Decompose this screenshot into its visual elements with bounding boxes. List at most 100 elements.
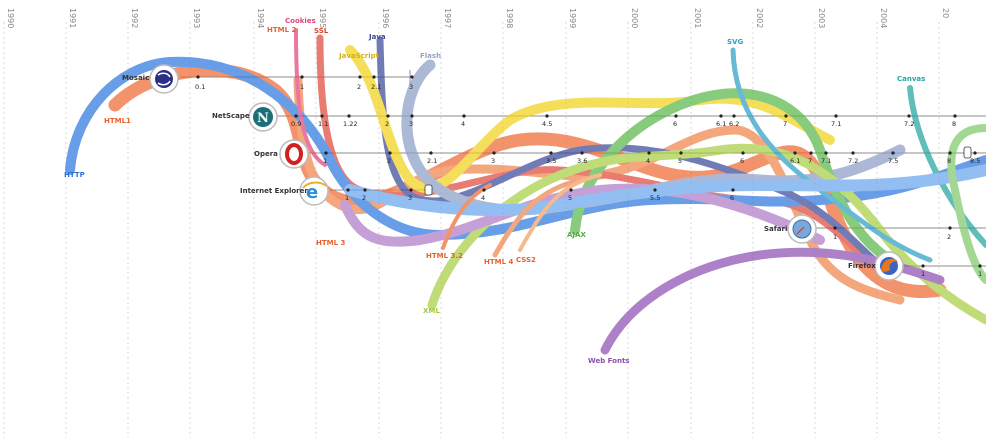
tech-label-webfonts: Web Fonts: [588, 357, 629, 365]
safari-node[interactable]: Safari: [764, 214, 817, 244]
version-dot: [824, 151, 828, 155]
version-label: 6: [673, 120, 677, 128]
version-label: 7.2: [904, 120, 914, 128]
version-dot: [973, 151, 977, 155]
year-label: 1996: [381, 8, 390, 28]
tech-label-cookies: Cookies: [285, 17, 316, 25]
browser-label: Safari: [764, 225, 787, 233]
version-label: 7.1: [821, 157, 831, 165]
version-dot: [809, 151, 813, 155]
version-dot: [386, 114, 390, 118]
firefox-node[interactable]: Firefox: [848, 251, 904, 281]
version-dot: [793, 151, 797, 155]
opera-logo-icon: [285, 143, 303, 165]
version-label: 6.2: [729, 120, 739, 128]
mosaic-logo-icon: [155, 70, 173, 88]
tech-label-ajax: AJAX: [567, 231, 586, 239]
version-label: 3.5: [546, 157, 556, 165]
cookies-ribbon: [294, 28, 327, 167]
version-dot: [429, 151, 433, 155]
version-label: 1: [345, 194, 349, 202]
flash-badge-icon: [424, 184, 433, 196]
version-dot: [851, 151, 855, 155]
canvas-ribbon: [907, 85, 986, 248]
version-dot: [948, 151, 952, 155]
version-dot: [891, 151, 895, 155]
version-dot: [580, 151, 584, 155]
version-dot: [388, 151, 392, 155]
mosaic-node[interactable]: Mosaic: [122, 64, 179, 94]
version-dot: [482, 188, 486, 192]
version-label: 4: [481, 194, 485, 202]
year-label: 2002: [755, 8, 764, 28]
version-label: 3: [491, 157, 495, 165]
browser-label: NetScape: [212, 112, 250, 120]
version-dot: [679, 151, 683, 155]
version-dot: [833, 226, 837, 230]
version-label: 1: [978, 270, 982, 278]
version-label: 6.1: [716, 120, 726, 128]
version-dot: [409, 188, 413, 192]
version-label: 6.1: [790, 157, 800, 165]
version-dot: [346, 188, 350, 192]
year-label: 1997: [443, 8, 452, 28]
ie-logo-icon: e: [302, 181, 327, 203]
browser-label: Mosaic: [122, 74, 149, 82]
css2-ribbon: [518, 173, 602, 252]
tech-label-xml: XML: [423, 307, 440, 315]
tech-label-java: Java: [368, 33, 386, 41]
netscape-node[interactable]: N NetScape: [212, 102, 278, 132]
version-label: 3: [408, 194, 412, 202]
browser-nodes: Mosaic N NetScape Opera e Inter: [122, 64, 972, 281]
ie-node[interactable]: e Internet Explorer: [240, 176, 329, 206]
version-dot: [324, 151, 328, 155]
version-label: 2: [362, 194, 366, 202]
tech-label-ssl: SSL: [314, 27, 329, 35]
version-dot: [978, 264, 982, 268]
tech-label-canvas: Canvas: [897, 75, 925, 83]
version-label: 7: [783, 120, 787, 128]
svg-text:N: N: [257, 111, 269, 126]
tech-label-css2: CSS2: [516, 256, 536, 264]
version-label: 2: [947, 233, 951, 241]
version-label: 1.22: [343, 120, 357, 128]
svg-text:e: e: [306, 182, 318, 203]
year-label: 1994: [256, 8, 265, 28]
version-label: 1: [921, 270, 925, 278]
version-dot: [719, 114, 723, 118]
version-label: 5: [678, 157, 682, 165]
opera-node[interactable]: Opera: [254, 139, 309, 169]
version-label: 2: [385, 120, 389, 128]
tech-label-html3: HTML 3: [316, 239, 345, 247]
netscape-logo-icon: N: [253, 107, 273, 127]
version-dot: [907, 114, 911, 118]
version-label: 7.2: [848, 157, 858, 165]
version-dot: [921, 264, 925, 268]
year-label: 1990: [6, 8, 15, 28]
opera-logo-frame: [279, 139, 309, 169]
tech-label-html1: HTML1: [104, 117, 131, 125]
tech-label-html32: HTML 3.2: [426, 252, 463, 260]
version-label: 1: [833, 233, 837, 241]
html4-ribbon: [492, 177, 583, 258]
version-label: 4: [461, 120, 465, 128]
tech-label-javascript: JavaScript: [338, 52, 380, 60]
version-dot: [410, 114, 414, 118]
version-label: 8.5: [970, 157, 980, 165]
year-label: 1992: [130, 8, 139, 28]
year-label: 1998: [505, 8, 514, 28]
version-label: 0.1: [195, 83, 205, 91]
version-dot: [300, 75, 304, 79]
version-markers: 0.1 1 2 2.1 3 0.9 1.1 1.22 2 3 4 4.5 6 6…: [195, 75, 982, 278]
version-dot: [741, 151, 745, 155]
year-axis: 1990 1991 1992 1993 1994 1995 1996 1997 …: [3, 8, 950, 438]
version-label: 6: [730, 194, 734, 202]
version-label: 3: [409, 83, 413, 91]
browser-label: Firefox: [848, 262, 876, 270]
version-label: 8: [947, 157, 951, 165]
browser-label: Opera: [254, 150, 278, 158]
version-dot: [363, 188, 367, 192]
version-dot: [948, 226, 952, 230]
